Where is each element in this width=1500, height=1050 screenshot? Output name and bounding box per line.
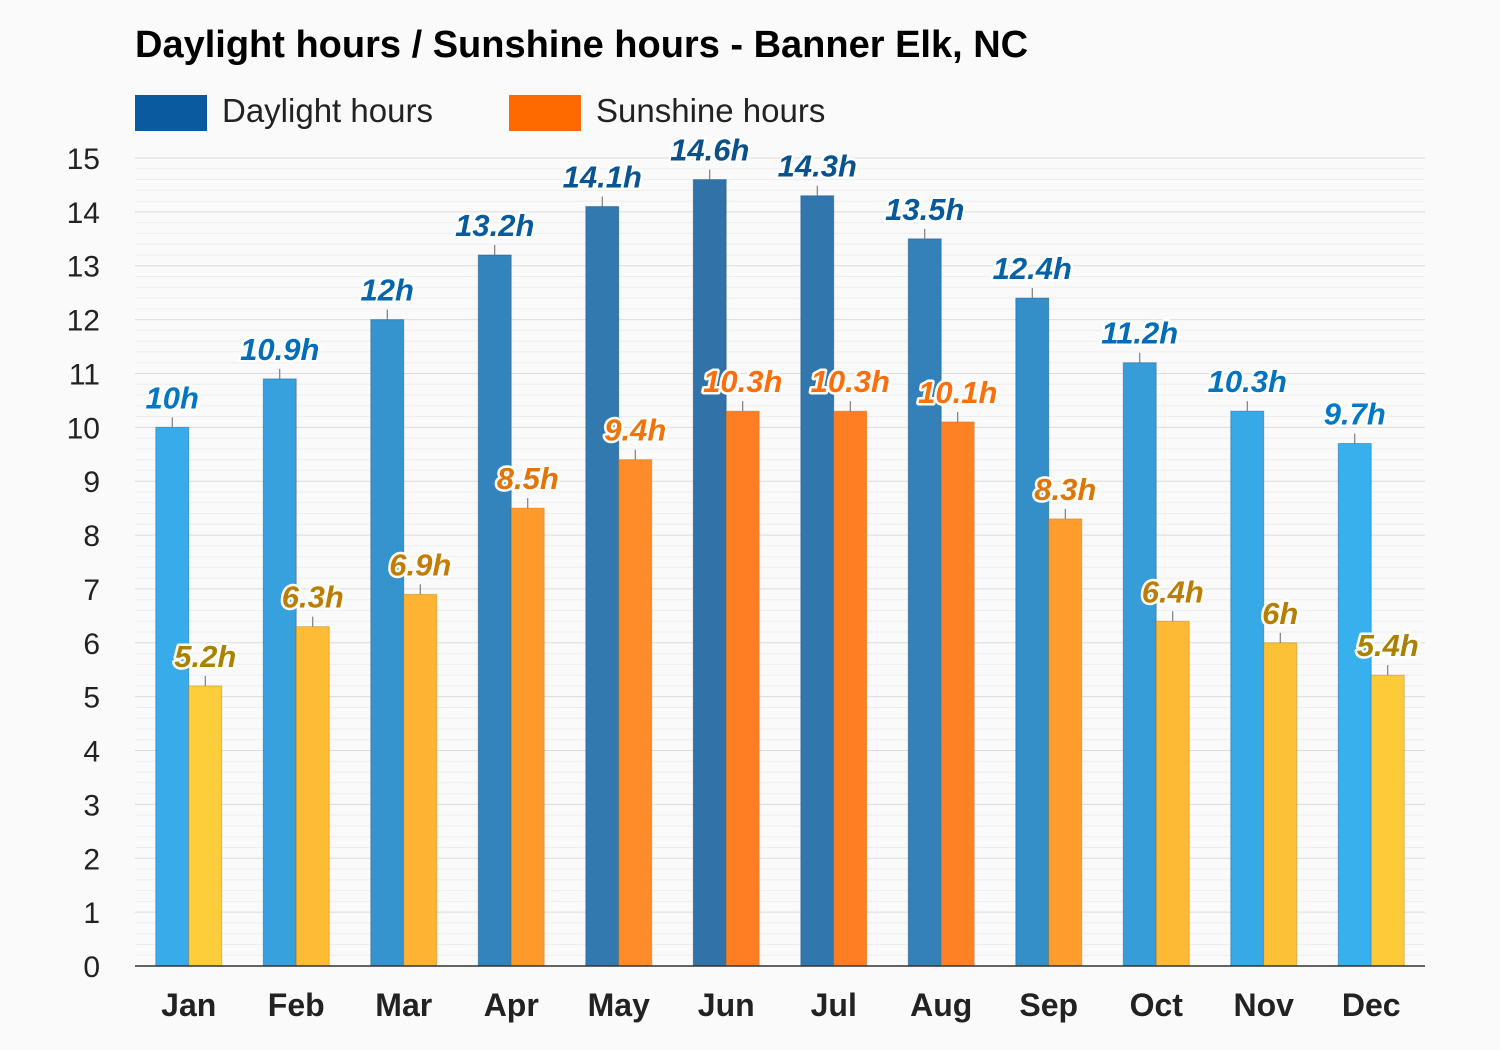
data-label-sunshine: 10.3h (811, 364, 890, 399)
y-tick-label: 2 (83, 843, 100, 876)
chart-title: Daylight hours / Sunshine hours - Banner… (135, 24, 1029, 66)
x-tick-label: Nov (1234, 987, 1295, 1023)
data-label-daylight: 14.6h (670, 133, 749, 168)
bar-daylight (155, 426, 190, 967)
x-tick-label: Aug (910, 987, 972, 1023)
y-tick-label: 13 (67, 251, 100, 284)
y-tick-label: 6 (83, 628, 100, 661)
data-label-daylight: 12.4h (993, 251, 1072, 286)
data-label-daylight: 9.7h (1324, 396, 1386, 431)
data-label-sunshine: 6.9h (389, 547, 451, 582)
bar-daylight (800, 195, 835, 967)
y-tick-label: 12 (67, 305, 100, 338)
data-label-sunshine: 5.2h (174, 639, 236, 674)
bar-daylight (370, 319, 405, 967)
y-tick-label: 10 (67, 412, 100, 445)
bar-daylight (1015, 297, 1050, 967)
data-label-daylight: 13.5h (885, 192, 964, 227)
y-tick-label: 7 (83, 574, 100, 607)
y-tick-label: 5 (83, 682, 100, 715)
data-label-daylight: 12h (361, 273, 414, 308)
bar-sunshine (618, 459, 653, 967)
data-label-sunshine: 8.5h (497, 461, 559, 496)
data-label-sunshine: 10.1h (918, 375, 997, 410)
data-label-sunshine: 5.4h (1357, 628, 1419, 663)
x-tick-label: Dec (1342, 987, 1401, 1023)
legend-swatch-daylight (135, 95, 207, 131)
data-label-daylight: 14.3h (778, 149, 857, 184)
y-tick-label: 3 (83, 789, 100, 822)
bar-sunshine (510, 507, 545, 967)
bar-sunshine (188, 685, 223, 967)
data-label-sunshine: 9.4h (604, 413, 666, 448)
bar-sunshine (295, 626, 330, 967)
bar-daylight (692, 179, 727, 967)
bar-sunshine (833, 410, 868, 967)
data-label-sunshine: 6h (1262, 596, 1298, 631)
x-tick-label: May (588, 987, 650, 1023)
x-tick-label: Jun (698, 987, 755, 1023)
bar-sunshine (403, 593, 438, 967)
legend-label-sunshine: Sunshine hours (596, 92, 826, 129)
data-label-sunshine: 8.3h (1034, 472, 1096, 507)
legend-swatch-sunshine (509, 95, 581, 131)
data-label-sunshine: 6.4h (1142, 574, 1204, 609)
bar-sunshine (940, 421, 975, 967)
legend-label-daylight: Daylight hours (222, 92, 433, 129)
bar-daylight (262, 378, 297, 967)
data-label-daylight: 13.2h (455, 208, 534, 243)
bar-daylight (1337, 442, 1372, 967)
x-tick-label: Apr (484, 987, 539, 1023)
y-tick-label: 0 (83, 951, 100, 984)
x-tick-label: Jul (811, 987, 857, 1023)
bar-daylight (907, 238, 942, 967)
bar-daylight (585, 205, 620, 967)
data-label-daylight: 10.3h (1208, 364, 1287, 399)
y-tick-label: 4 (83, 736, 100, 769)
y-tick-label: 8 (83, 520, 100, 553)
y-tick-label: 15 (67, 143, 100, 176)
data-label-daylight: 10h (146, 380, 199, 415)
bar-sunshine (1263, 642, 1298, 967)
bar-sunshine (1370, 674, 1405, 967)
bar-sunshine (1155, 620, 1190, 967)
y-tick-label: 1 (83, 897, 100, 930)
bar-daylight (1230, 410, 1265, 967)
data-label-daylight: 14.1h (563, 159, 642, 194)
x-tick-label: Oct (1130, 987, 1184, 1023)
data-label-daylight: 10.9h (240, 332, 319, 367)
bar-daylight (477, 254, 512, 967)
x-tick-label: Feb (268, 987, 325, 1023)
bar-sunshine (1048, 518, 1083, 967)
x-tick-label: Jan (161, 987, 216, 1023)
y-tick-label: 11 (69, 358, 100, 391)
y-tick-label: 9 (83, 466, 100, 499)
data-label-sunshine: 6.3h (282, 580, 344, 615)
bar-daylight (1122, 362, 1157, 967)
x-tick-label: Sep (1019, 987, 1078, 1023)
bar-sunshine (725, 410, 760, 967)
y-tick-label: 14 (67, 197, 100, 230)
x-tick-label: Mar (375, 987, 432, 1023)
data-label-sunshine: 10.3h (703, 364, 782, 399)
data-label-daylight: 11.2h (1101, 316, 1178, 351)
